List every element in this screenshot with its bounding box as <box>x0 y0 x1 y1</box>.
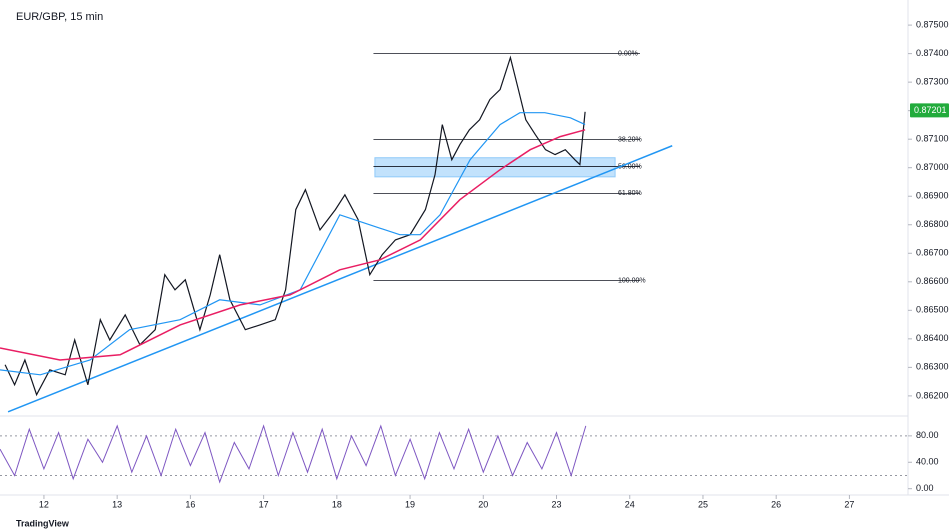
last-price-box <box>910 103 949 118</box>
brand: TradingView <box>16 518 70 528</box>
x-tick-label: 13 <box>112 499 122 509</box>
x-tick-label: 12 <box>39 499 49 509</box>
x-tick-label: 23 <box>552 499 562 509</box>
fib-label: 38.20% <box>618 136 642 143</box>
y-tick-label: 0.86400 <box>916 333 949 343</box>
y-tick-label: 0.87000 <box>916 162 949 172</box>
x-tick-label: 27 <box>844 499 854 509</box>
y-tick-label: 0.00 <box>916 483 934 493</box>
y-tick-label: 0.86700 <box>916 248 949 258</box>
series-line <box>0 129 586 361</box>
x-tick-label: 18 <box>332 499 342 509</box>
trendline <box>7 145 673 413</box>
x-tick-label: 24 <box>625 499 635 509</box>
y-tick-label: 0.86500 <box>916 305 949 315</box>
y-tick-label: 0.87500 <box>916 19 949 29</box>
x-tick-label: 25 <box>698 499 708 509</box>
fib-label: 61.80% <box>618 190 642 197</box>
y-tick-label: 0.87100 <box>916 134 949 144</box>
fib-label: 0.00% <box>618 50 638 57</box>
y-tick-label: 80.00 <box>916 430 939 440</box>
y-tick-label: 0.86200 <box>916 390 949 400</box>
series-line <box>0 112 586 376</box>
y-tick-label: 0.87300 <box>916 77 949 87</box>
y-tick-label: 40.00 <box>916 457 939 467</box>
last-price-label: 0.87201 <box>914 105 947 115</box>
x-tick-label: 20 <box>478 499 488 509</box>
y-tick-label: 0.86600 <box>916 276 949 286</box>
x-tick-label: 26 <box>771 499 781 509</box>
symbol-title: EUR/GBP, 15 min <box>16 11 103 23</box>
series-line <box>4 55 586 397</box>
x-tick-label: 16 <box>185 499 195 509</box>
x-tick-label: 19 <box>405 499 415 509</box>
y-tick-label: 0.86800 <box>916 219 949 229</box>
x-tick-label: 17 <box>259 499 269 509</box>
fib-label: 100.00% <box>618 278 646 285</box>
fib-label: 50.00% <box>618 163 642 170</box>
y-tick-label: 0.86900 <box>916 191 949 201</box>
y-tick-label: 0.86300 <box>916 362 949 372</box>
y-tick-label: 0.87400 <box>916 48 949 58</box>
series-line <box>0 424 587 484</box>
